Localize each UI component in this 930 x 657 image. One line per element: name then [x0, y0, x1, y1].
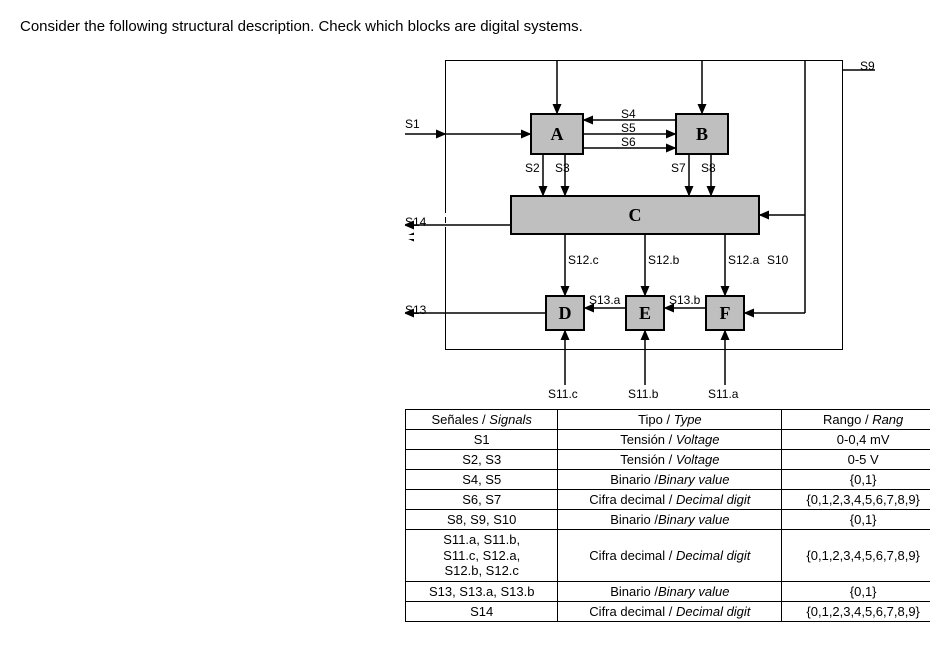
- figure-container: A B C D E F: [405, 55, 930, 622]
- label-s12a: S12.a: [728, 253, 759, 267]
- col-type: Tipo / Type: [558, 410, 782, 430]
- block-c: C: [510, 195, 760, 235]
- label-s2: S2: [525, 161, 540, 175]
- label-s4: S4: [621, 107, 636, 121]
- question-prompt: Consider the following structural descri…: [20, 18, 910, 35]
- label-s11a: S11.a: [708, 387, 738, 401]
- label-s13a: S13.a: [589, 293, 620, 307]
- table-row: S11.a, S11.b,S11.c, S12.a,S12.b, S12.c C…: [406, 530, 930, 582]
- col-signals: Señales / Signals: [406, 410, 558, 430]
- table-header-row: Señales / Signals Tipo / Type Rango / Ra…: [406, 410, 930, 430]
- table-row: S8, S9, S10 Binario /Binary value {0,1}: [406, 510, 930, 530]
- label-s8: S8: [701, 161, 716, 175]
- col-range: Rango / Rang: [782, 410, 930, 430]
- label-s10: S10: [767, 253, 788, 267]
- label-s12b: S12.b: [648, 253, 679, 267]
- label-s11b: S11.b: [628, 387, 658, 401]
- label-s7: S7: [671, 161, 686, 175]
- table-row: S6, S7 Cifra decimal / Decimal digit {0,…: [406, 490, 930, 510]
- label-s1: S1: [405, 117, 420, 131]
- table-row: S1 Tensión / Voltage 0-0,4 mV: [406, 430, 930, 450]
- block-a: A: [530, 113, 584, 155]
- label-s5: S5: [621, 121, 636, 135]
- table-row: S2, S3 Tensión / Voltage 0-5 V: [406, 450, 930, 470]
- table-row: S13, S13.a, S13.b Binario /Binary value …: [406, 581, 930, 601]
- block-f: F: [705, 295, 745, 331]
- table-row: S4, S5 Binario /Binary value {0,1}: [406, 470, 930, 490]
- table-row: S14 Cifra decimal / Decimal digit {0,1,2…: [406, 601, 930, 621]
- label-s12c: S12.c: [568, 253, 599, 267]
- label-s14: S14: [405, 215, 426, 229]
- block-diagram: A B C D E F: [405, 55, 875, 405]
- block-e: E: [625, 295, 665, 331]
- signals-table: Señales / Signals Tipo / Type Rango / Ra…: [405, 409, 930, 622]
- label-s3: S3: [555, 161, 570, 175]
- block-b: B: [675, 113, 729, 155]
- block-d: D: [545, 295, 585, 331]
- label-s6: S6: [621, 135, 636, 149]
- label-s13b: S13.b: [669, 293, 700, 307]
- label-s13: S13: [405, 303, 426, 317]
- label-s9: S9: [860, 59, 875, 73]
- label-s11c: S11.c: [548, 387, 578, 401]
